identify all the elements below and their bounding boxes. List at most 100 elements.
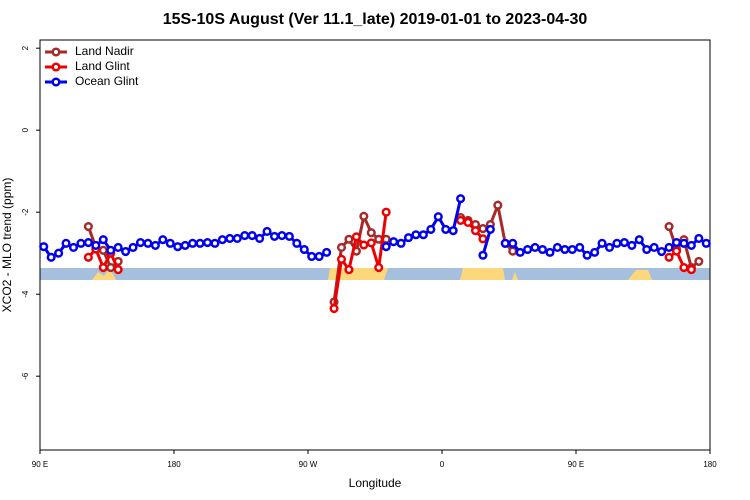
data-point [158,235,168,245]
data-point [575,242,585,253]
data-point [389,237,399,247]
data-point [426,224,436,234]
data-point [277,231,287,241]
data-point [262,226,272,237]
legend-label: Ocean Glint [75,74,139,88]
legend-label: Land Nadir [75,44,134,58]
data-point [590,247,600,257]
data-point [523,244,533,255]
data-point [403,233,414,243]
data-point [150,240,160,250]
data-point [612,238,622,248]
data-point [642,244,652,255]
data-point [98,263,108,273]
data-point [98,235,108,245]
legend-label: Land Glint [75,59,130,73]
data-point [61,238,71,248]
legend-marker [51,77,61,87]
x-tick-label: 180 [703,460,717,469]
data-point [396,238,406,248]
data-point [657,247,667,257]
data-point [269,231,280,241]
data-point [433,212,443,222]
data-point [470,226,481,236]
data-point [336,242,347,253]
data-point [128,242,138,253]
data-point [508,238,518,248]
data-point [627,240,637,250]
data-point [530,242,540,253]
y-axis-label: XCO2 - MLO trend (ppm) [0,178,14,313]
data-point [500,238,510,248]
data-point [359,211,369,221]
data-point [299,244,309,255]
data-point [448,226,458,236]
data-point [478,234,488,244]
data-point [441,224,451,234]
legend-marker [51,62,61,72]
data-point [165,238,175,248]
data-point [106,245,116,255]
data-point [671,237,682,248]
data-point [508,246,518,256]
data-point [76,238,86,248]
land-strip [40,268,710,280]
data-point [619,237,629,248]
data-point [478,224,488,234]
data-point [567,244,577,255]
data-point [240,231,250,241]
data-point [255,233,265,243]
data-point [54,248,64,258]
data-point [232,233,242,243]
y-tick-label: -6 [21,372,30,380]
x-tick-label: 0 [440,460,445,469]
data-point [113,265,123,275]
land-shape [628,270,652,280]
data-point [634,235,644,245]
data-point [68,242,79,253]
chart-title: 15S-10S August (Ver 11.1_late) 2019-01-0… [163,11,588,28]
data-point [202,237,213,248]
data-point [664,242,674,253]
data-point [493,200,503,210]
data-point [113,242,123,253]
data-point [83,222,93,232]
data-point [411,230,421,240]
data-point [381,207,391,217]
y-tick-label: 0 [21,127,30,132]
data-point [307,251,317,262]
data-point [604,242,615,253]
data-point [359,240,369,250]
data-point [344,265,354,275]
data-point [694,233,704,243]
data-point [217,235,227,245]
y-tick-label: -4 [21,290,30,298]
x-tick-label: 180 [167,460,181,469]
data-point [366,228,376,238]
data-point [664,252,674,262]
data-point [515,247,525,257]
data-point [135,237,146,248]
data-point [195,238,205,248]
legend-marker [51,47,61,57]
data-point [180,240,190,250]
data-point [83,252,93,262]
data-point [597,238,607,248]
data-point [679,238,689,248]
data-point [582,250,592,260]
data-point [284,231,294,241]
x-tick-label: 90 E [32,460,48,469]
data-point [552,242,562,253]
data-point [83,237,93,248]
data-point [366,238,376,248]
data-point [456,215,466,225]
data-point [560,244,570,255]
data-point [374,263,384,273]
x-axis-label: Longitude [349,476,402,490]
data-point [686,265,696,275]
data-point [143,238,153,248]
data-point [686,240,696,250]
data-point [336,254,347,264]
data-point [98,245,108,255]
